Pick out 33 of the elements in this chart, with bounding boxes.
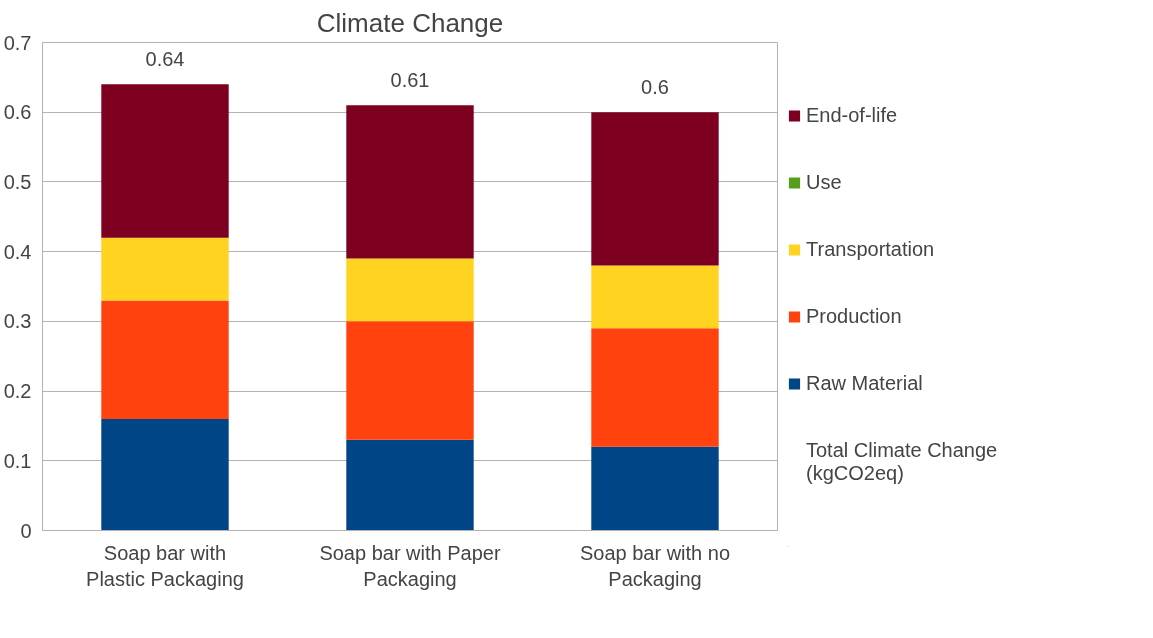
y-tick-label: 0 xyxy=(20,519,32,542)
bar xyxy=(591,112,719,266)
bar xyxy=(591,446,719,531)
bar xyxy=(591,328,719,447)
bar xyxy=(101,300,229,419)
total-label: 0.61 xyxy=(390,69,430,92)
legend-label: Transportation xyxy=(806,237,935,261)
legend-label: Production xyxy=(806,304,902,328)
bar xyxy=(101,418,229,531)
y-tick-label: 0.3 xyxy=(3,310,32,333)
legend-label: End-of-life xyxy=(806,103,898,127)
legend-label: Raw Material xyxy=(806,371,923,395)
legend-label: Use xyxy=(806,170,842,194)
y-tick-label: 0.2 xyxy=(3,380,32,403)
total-label: 0.6 xyxy=(641,76,669,99)
bar xyxy=(101,237,229,301)
y-tick-label: 0.5 xyxy=(3,170,32,193)
bar xyxy=(346,105,474,259)
y-tick-label: 0.1 xyxy=(3,449,32,472)
bar xyxy=(346,258,474,322)
y-tick-label: 0.4 xyxy=(3,240,32,263)
x-tick-label: Soap bar with Plastic Packaging xyxy=(86,541,244,590)
bar xyxy=(101,84,229,238)
bar xyxy=(346,321,474,440)
y-tick-label: 0.7 xyxy=(3,31,32,54)
text: Total Climate Change (kgCO2eq) xyxy=(806,438,998,485)
y-tick-label: 0.6 xyxy=(3,101,32,124)
bar xyxy=(591,265,719,329)
x-tick-label: Soap bar with Paper Packaging xyxy=(319,541,501,590)
bar xyxy=(346,439,474,531)
chart-title: Climate Change xyxy=(316,7,504,38)
total-label: 0.64 xyxy=(145,48,185,71)
x-tick-label: Soap bar with no Packaging xyxy=(579,541,731,590)
